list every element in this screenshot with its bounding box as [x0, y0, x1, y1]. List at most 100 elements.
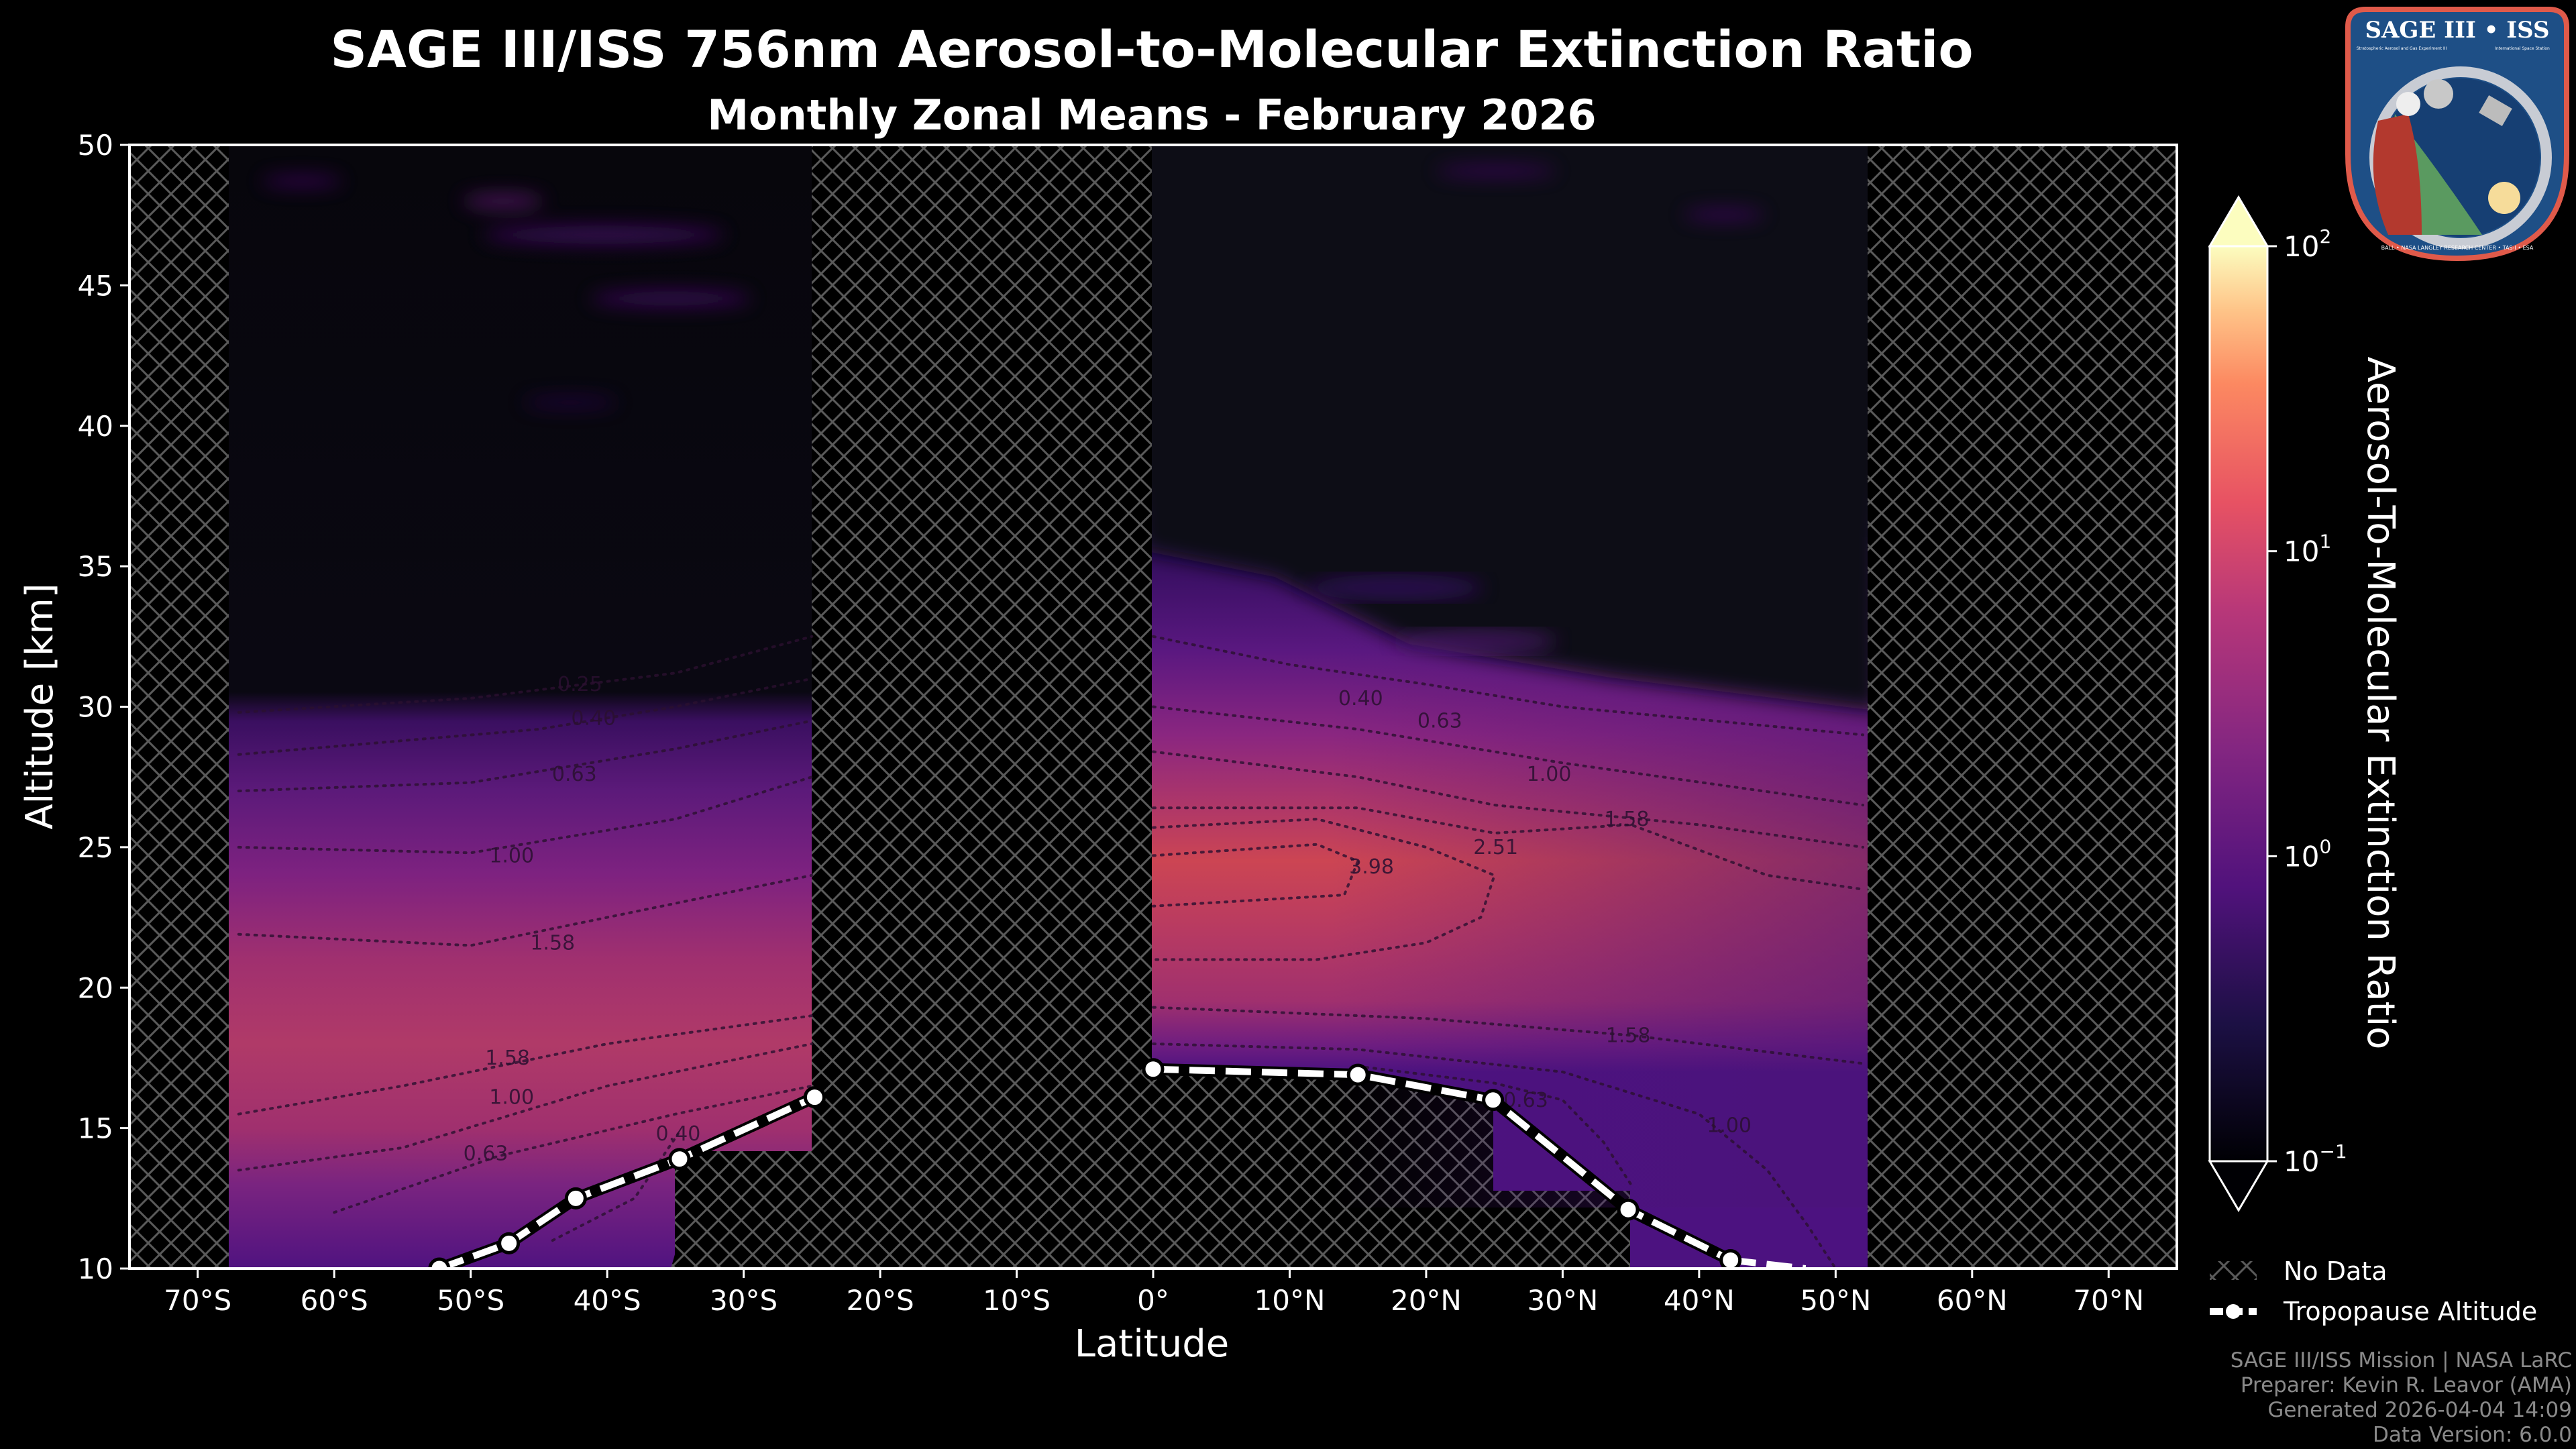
x-tick-label: 70°N	[2073, 1284, 2144, 1317]
colorbar-gradient	[2210, 246, 2267, 1161]
x-tick-label: 50°S	[437, 1284, 504, 1317]
contour-label: 1.00	[489, 844, 534, 867]
x-tick-label: 20°S	[847, 1284, 914, 1317]
tropopause-point	[1617, 1198, 1640, 1221]
y-tick-label: 10	[78, 1252, 113, 1285]
legend-tropopause-label: Tropopause Altitude	[2283, 1297, 2537, 1326]
x-axis-label: Latitude	[1075, 1322, 1229, 1366]
tropopause-point	[668, 1148, 691, 1171]
contour-label: 1.00	[489, 1086, 534, 1110]
contour-line-0.40	[1152, 635, 1864, 737]
footer-line-1: SAGE III/ISS Mission | NASA LaRC	[2231, 1348, 2572, 1373]
colorbar: 102 101 100 10−1 Aerosol-To-Molecular Extin…	[2208, 195, 2402, 1212]
contour-label: 1.58	[1606, 1024, 1651, 1047]
legend-no-data: No Data	[2210, 1256, 2387, 1286]
x-tick-label: 10°S	[983, 1284, 1051, 1317]
footer-line-3: Generated 2026-04-04 14:09	[2267, 1398, 2572, 1422]
contour-line-1.58	[1152, 1006, 1864, 1065]
legend: No Data Tropopause Altitude	[2210, 1256, 2537, 1326]
contour-line-1.00	[1152, 750, 1864, 849]
tropopause-point	[1482, 1089, 1505, 1112]
contour-line-0.40	[551, 1132, 680, 1242]
contour-label: 0.63	[552, 763, 597, 786]
chart-title: SAGE III/ISS 756nm Aerosol-to-Molecular …	[330, 19, 1973, 79]
contour-label: 1.00	[1527, 763, 1572, 786]
x-axis-ticks: 70°S 60°S 50°S 40°S 30°S 20°S 10°S 0° 10°N 20°N 30…	[164, 1269, 2144, 1317]
x-tick-label: 50°N	[1800, 1284, 1871, 1317]
legend-tropopause: Tropopause Altitude	[2210, 1297, 2537, 1326]
chart-subtitle: Monthly Zonal Means - February 2026	[707, 91, 1596, 140]
hatch-swatch-icon	[2210, 1261, 2257, 1280]
y-tick-label: 15	[78, 1112, 113, 1145]
contour-label: 0.25	[557, 673, 602, 696]
contour-line-1.00	[1152, 1042, 1837, 1269]
contour-line-0.25	[237, 635, 814, 714]
colorbar-tick-label: 10−1	[2284, 1140, 2347, 1178]
tropopause-point	[564, 1187, 587, 1210]
tropopause-line-segment	[1730, 1256, 1807, 1269]
contour-line-0.63	[1152, 705, 1864, 807]
contour-line-0.40	[237, 677, 814, 756]
y-tick-label: 30	[78, 691, 113, 724]
x-tick-label: 60°S	[301, 1284, 368, 1317]
y-axis-label: Altitude [km]	[18, 583, 62, 829]
contour-label: 1.00	[1707, 1114, 1752, 1137]
logo-subtitle-left: Stratospheric Aerosol and Gas Experiment…	[2357, 46, 2447, 51]
upper-aerosol-patches	[262, 166, 1764, 408]
y-axis-ticks: 10 15 20 25 30 35 40 45 50	[78, 129, 129, 1285]
tropopause-point	[1346, 1063, 1369, 1086]
colorbar-ticks: 102 101 100 10−1	[2267, 225, 2347, 1178]
tropopause-point	[1719, 1248, 1742, 1269]
tropopause-point	[803, 1086, 826, 1109]
colorbar-tick-label: 101	[2284, 531, 2331, 568]
contour-line-1.58	[1152, 806, 1864, 891]
data-region-south	[229, 145, 812, 1269]
colorbar-label: Aerosol-To-Molecular Extinction Ratio	[2359, 357, 2402, 1050]
y-tick-label: 40	[78, 410, 113, 443]
logo-subtitle-right: International Space Station	[2495, 46, 2550, 51]
colorbar-extend-max	[2208, 195, 2269, 248]
x-tick-label: 40°N	[1664, 1284, 1735, 1317]
footer-line-2: Preparer: Kevin R. Leavor (AMA)	[2241, 1373, 2572, 1397]
x-tick-label: 20°N	[1391, 1284, 1462, 1317]
contour-label: 1.58	[530, 931, 575, 955]
logo-ring-text: BALL • NASA LANGLEY RESEARCH CENTER • TA…	[2381, 245, 2534, 251]
x-tick-label: 60°N	[1937, 1284, 2008, 1317]
y-tick-label: 20	[78, 971, 113, 1004]
y-tick-label: 25	[78, 831, 113, 864]
contour-line-1.00	[237, 1042, 814, 1172]
colorbar-extend-min	[2208, 1160, 2269, 1212]
contour-line-0.63	[237, 719, 814, 793]
tropopause-point	[428, 1257, 451, 1269]
tropopause-line	[428, 1058, 1807, 1269]
contour-line-1.58	[237, 873, 814, 947]
contour-label: 1.58	[1605, 808, 1650, 831]
data-region-north	[1152, 145, 1868, 1269]
y-tick-label: 35	[78, 550, 113, 583]
contour-label: 0.63	[464, 1142, 508, 1165]
x-tick-label: 40°S	[574, 1284, 641, 1317]
contour-label: 1.58	[485, 1046, 530, 1070]
colorbar-tick-label: 102	[2284, 225, 2331, 263]
contour-label: 2.51	[1473, 836, 1518, 859]
contour-line-0.63	[1356, 1065, 1633, 1186]
contour-label: 0.40	[1338, 687, 1383, 710]
contour-label: 0.40	[571, 706, 616, 730]
contour-line-3.98	[1152, 843, 1360, 908]
legend-no-data-label: No Data	[2284, 1256, 2387, 1286]
logo-title: SAGE III • ISS	[2365, 17, 2549, 44]
plot-area: 0.25 0.40 0.63 1.00 1.58 1.58 1.00 0.63 0.40 0.40…	[129, 145, 2177, 1269]
x-tick-label: 30°N	[1527, 1284, 1598, 1317]
x-tick-label: 10°N	[1254, 1284, 1326, 1317]
contour-label: 0.40	[656, 1122, 701, 1146]
tropopause-marker-icon	[2226, 1304, 2241, 1319]
footer-credits: SAGE III/ISS Mission | NASA LaRC Prepare…	[2231, 1348, 2572, 1447]
x-tick-label: 0°	[1137, 1284, 1169, 1317]
x-tick-label: 30°S	[710, 1284, 777, 1317]
contour-label: 0.63	[1417, 709, 1462, 733]
footer-line-4: Data Version: 6.0.0	[2373, 1423, 2572, 1447]
tropopause-point	[498, 1232, 521, 1254]
mission-logo: SAGE III • ISS Stratospheric Aerosol and…	[2345, 7, 2569, 262]
contour-lines	[237, 635, 1864, 1269]
